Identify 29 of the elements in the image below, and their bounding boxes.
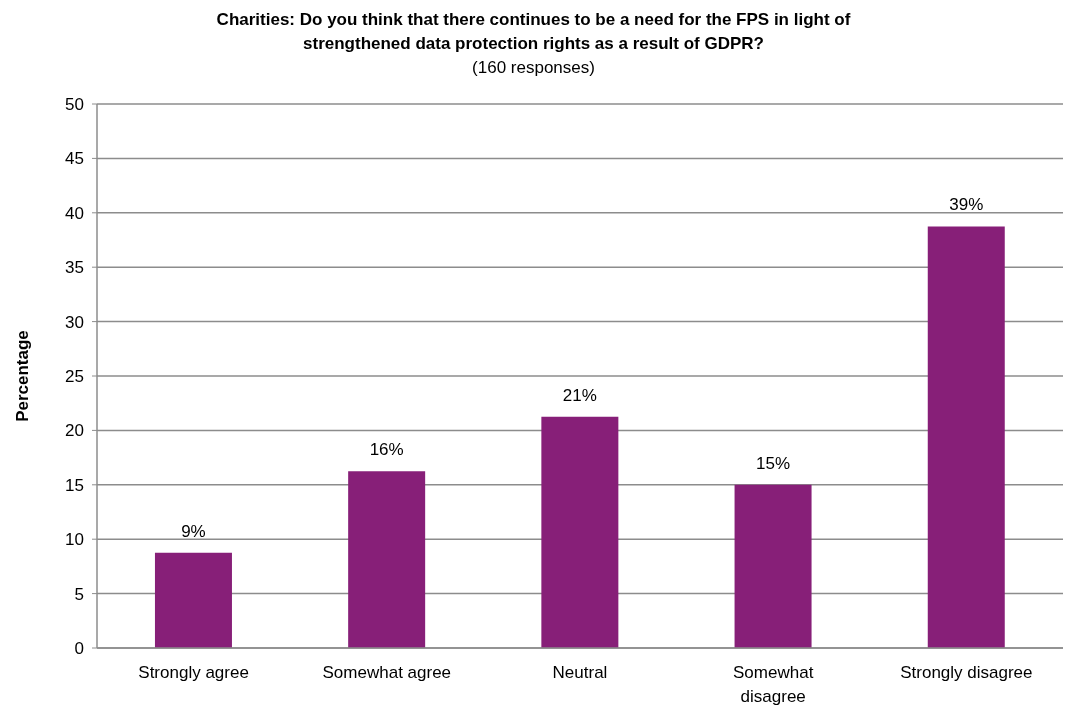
x-tick-label: Neutral	[552, 663, 608, 683]
y-tick-label: 15	[65, 475, 84, 495]
data-label: 15%	[756, 453, 791, 473]
bar	[541, 416, 619, 648]
chart-title: Charities: Do you think that there continues to be a need for the FPS in light of strengthened data protection rights as a result of GDPR?	[215, 9, 852, 55]
y-tick-label: 5	[74, 584, 84, 604]
data-label: 16%	[369, 440, 404, 460]
x-tick-label: Somewhat disagree	[733, 663, 814, 707]
y-axis-title: Percentage	[13, 330, 33, 422]
chart-subtitle: (160 responses)	[472, 57, 595, 79]
y-tick-label: 35	[65, 258, 84, 278]
x-tick-label: Strongly agree	[138, 663, 249, 683]
y-tick-label: 0	[74, 639, 84, 659]
y-tick-label: 45	[65, 149, 84, 169]
y-tick-label: 50	[65, 95, 84, 115]
y-tick-label: 30	[65, 312, 84, 332]
bar	[734, 484, 812, 648]
y-tick-label: 10	[65, 530, 84, 550]
bar	[154, 552, 232, 648]
y-tick-label: 25	[65, 367, 84, 387]
x-tick-label: Strongly disagree	[900, 663, 1033, 683]
data-label: 21%	[562, 385, 597, 405]
bar	[348, 471, 426, 648]
bar	[927, 226, 1005, 648]
data-label: 9%	[181, 521, 206, 541]
y-tick-label: 20	[65, 421, 84, 441]
x-tick-label: Somewhat agree	[322, 663, 452, 683]
data-label: 39%	[949, 195, 984, 215]
y-tick-label: 40	[65, 203, 84, 223]
